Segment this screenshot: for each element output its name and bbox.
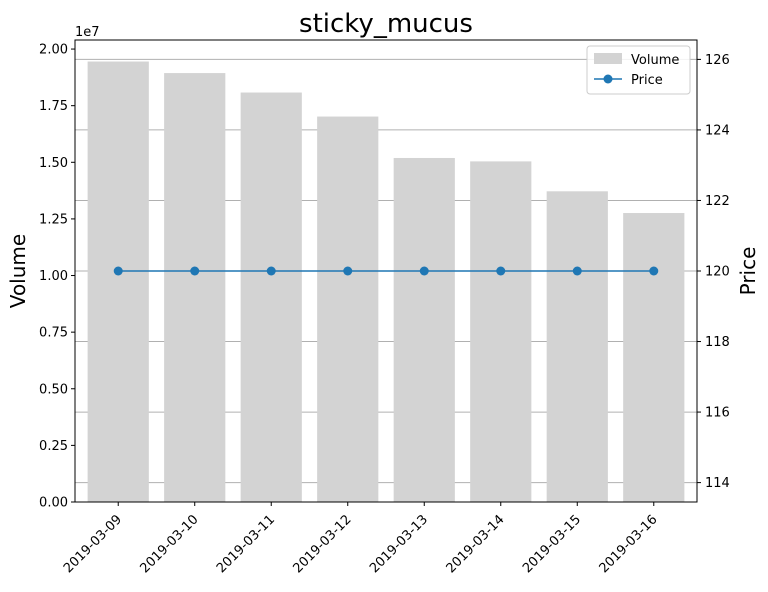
left-tick-label: 2.00 <box>39 43 68 58</box>
left-y-axis: 0.00 0.25 0.50 0.75 1.00 1.25 1.50 1.75 2.00 <box>39 43 75 511</box>
volume-bar <box>546 191 608 502</box>
volume-bar <box>240 92 302 503</box>
volume-bar <box>317 116 379 502</box>
price-point <box>113 266 123 276</box>
right-tick-label: 118 <box>705 335 730 350</box>
left-axis-label: Volume <box>6 234 30 308</box>
right-tick-label: 120 <box>705 265 730 280</box>
x-tick-label: 2019-03-14 <box>444 512 508 576</box>
right-tick-label: 116 <box>705 406 730 421</box>
x-tick-label: 2019-03-12 <box>291 512 355 576</box>
price-point <box>649 266 659 276</box>
left-tick-label: 1.00 <box>39 269 68 284</box>
right-tick-label: 126 <box>705 53 730 68</box>
volume-bar <box>164 73 226 503</box>
legend-volume-swatch <box>594 53 622 64</box>
x-tick-label: 2019-03-10 <box>138 512 202 576</box>
right-tick-label: 124 <box>705 123 730 138</box>
x-axis: 2019-03-09 2019-03-10 2019-03-11 2019-03-12… <box>61 502 661 576</box>
left-tick-label: 0.50 <box>39 382 68 397</box>
price-point <box>343 266 353 276</box>
right-axis-label: Price <box>736 247 760 296</box>
price-point <box>419 266 429 276</box>
chart-title: sticky_mucus <box>299 9 473 39</box>
right-tick-label: 122 <box>705 194 730 209</box>
legend-price-marker <box>603 74 613 84</box>
volume-bar <box>87 61 149 502</box>
legend-price-label: Price <box>631 73 663 88</box>
left-axis-offset-text: 1e7 <box>75 25 100 40</box>
x-tick-label: 2019-03-11 <box>214 512 278 576</box>
left-tick-label: 0.00 <box>39 496 68 511</box>
left-tick-label: 1.75 <box>39 99 68 114</box>
price-point <box>572 266 582 276</box>
volume-bars <box>87 61 685 503</box>
price-point <box>496 266 506 276</box>
right-tick-label: 114 <box>705 476 730 491</box>
left-tick-label: 1.50 <box>39 156 68 171</box>
x-tick-label: 2019-03-09 <box>61 512 125 576</box>
x-tick-label: 2019-03-13 <box>367 512 431 576</box>
left-tick-label: 1.25 <box>39 212 68 227</box>
volume-bar <box>623 213 685 502</box>
volume-bar <box>393 157 455 502</box>
legend: Volume Price <box>586 45 691 95</box>
price-line-series <box>113 266 659 276</box>
price-point <box>266 266 276 276</box>
left-tick-label: 0.75 <box>39 326 68 341</box>
x-tick-label: 2019-03-15 <box>520 512 584 576</box>
x-tick-label: 2019-03-16 <box>597 512 661 576</box>
legend-volume-label: Volume <box>631 53 679 68</box>
price-point <box>190 266 200 276</box>
right-y-axis: 114 116 118 120 122 124 126 <box>697 53 730 491</box>
left-tick-label: 0.25 <box>39 439 68 454</box>
volume-bar <box>470 161 532 502</box>
